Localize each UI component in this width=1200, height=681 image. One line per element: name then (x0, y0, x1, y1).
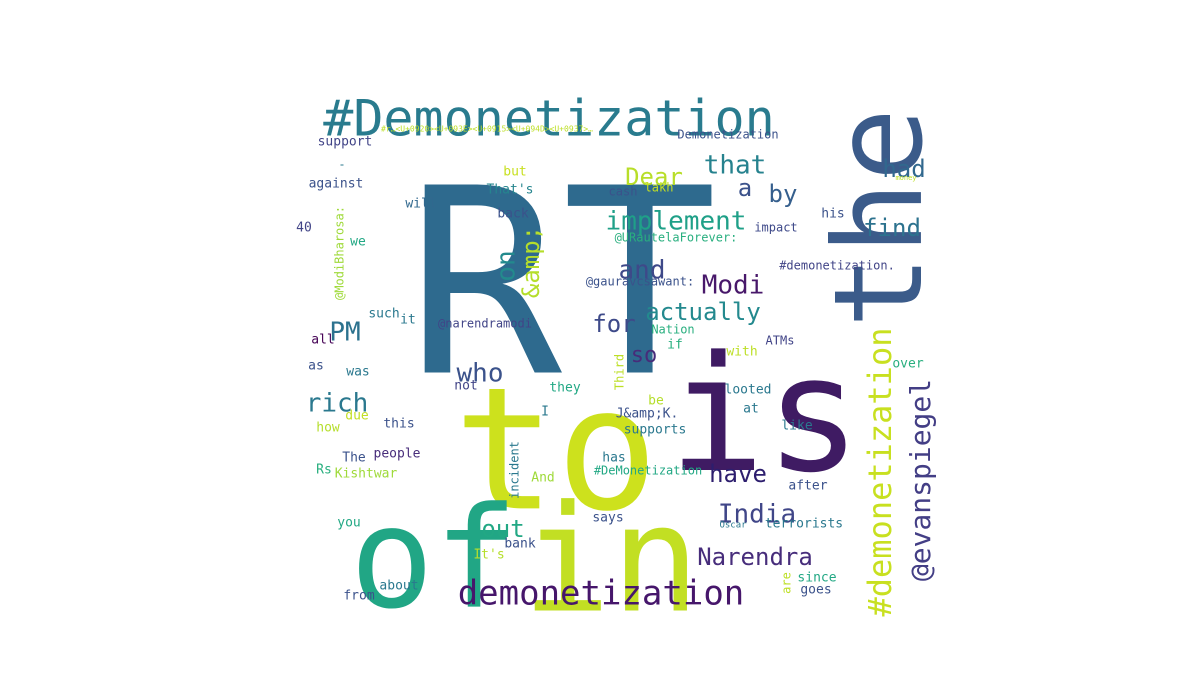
cloud-word-impact: impact (754, 221, 797, 235)
cloud-word-demonetization: #demonetization (861, 328, 899, 617)
cloud-word-are: are (780, 572, 794, 594)
cloud-word-was: was (346, 365, 369, 380)
cloud-word-evanspiegel: @evanspiegel (904, 379, 937, 581)
cloud-word-it-s: It's (473, 548, 504, 563)
cloud-word-such: such (368, 307, 399, 322)
cloud-word-rich: rich (306, 389, 369, 419)
cloud-word-over: over (892, 357, 923, 372)
cloud-word-and: and (619, 256, 666, 286)
cloud-word-had: had (882, 155, 925, 183)
cloud-word-terrorists: terrorists (765, 517, 843, 532)
cloud-word-third: Third (613, 354, 627, 390)
cloud-word-so: so (631, 343, 658, 368)
cloud-word-rs: Rs (316, 463, 332, 478)
cloud-word-the: the (808, 108, 950, 328)
cloud-word-demonetization: #DeMonetization (594, 464, 702, 478)
cloud-word-has: has (602, 451, 625, 466)
cloud-word-dear: Dear (625, 163, 683, 191)
cloud-word-this: this (383, 417, 414, 432)
cloud-word-a: a (738, 174, 752, 202)
cloud-word-narendramodi: @narendramodi (438, 317, 532, 331)
cloud-word-supports: supports (624, 423, 687, 438)
cloud-word-out: out (481, 515, 524, 543)
cloud-word-with: with (726, 345, 757, 360)
cloud-word-the: The (342, 451, 366, 466)
cloud-word-incident: incident (508, 441, 522, 499)
cloud-word-not: not (454, 379, 477, 394)
cloud-word-cash: cash (609, 185, 638, 199)
cloud-word-kishtwar: Kishtwar (335, 467, 398, 482)
cloud-word-india: India (718, 500, 796, 530)
cloud-word-lakh: lakh (645, 181, 674, 195)
cloud-word-is: is (669, 321, 862, 508)
cloud-word-amp: &amp; (517, 226, 545, 298)
cloud-word-about: about (379, 579, 418, 594)
cloud-word-all: all (311, 333, 334, 348)
cloud-word-looted: looted (725, 383, 772, 398)
cloud-word-you: you (337, 516, 360, 531)
cloud-word-modibharosa: @ModiBharosa: (333, 206, 347, 300)
cloud-word-for: for (592, 310, 635, 338)
cloud-word-money: money (895, 174, 916, 182)
cloud-word-to: to (454, 351, 659, 549)
cloud-word-40: 40 (296, 221, 312, 236)
cloud-word-we: we (350, 235, 366, 250)
cloud-word-people: people (374, 447, 421, 462)
cloud-word-due: due (345, 409, 369, 424)
cloud-word-bank: bank (504, 537, 535, 552)
cloud-word-it: it (400, 313, 416, 328)
cloud-word-how: how (316, 421, 340, 436)
cloud-word-pm: PM (329, 318, 360, 348)
cloud-word-at: at (743, 402, 759, 417)
cloud-word-narendra: Narendra (697, 543, 813, 571)
cloud-word-demonetization: demonetization (458, 574, 745, 614)
cloud-word-by: by (769, 180, 798, 208)
cloud-word-support: support (318, 135, 373, 150)
cloud-word-in: in (522, 474, 700, 646)
cloud-word-demonetization: #demonetization. (779, 259, 895, 273)
cloud-word-as: as (308, 359, 324, 374)
cloud-word-that: that (704, 151, 767, 181)
cloud-word-be: be (648, 394, 664, 409)
cloud-word-from: from (343, 589, 374, 604)
cloud-word-urautelaforever: @URautelaForever: (615, 231, 738, 245)
cloud-word-after: after (788, 479, 827, 494)
cloud-word-oscar: Oscar (719, 521, 747, 531)
cloud-word-says: says (592, 511, 623, 526)
cloud-word-dash: - (338, 158, 345, 172)
cloud-word-against: against (309, 177, 364, 192)
cloud-word-will: will (405, 197, 436, 212)
cloud-word-rt: RT (407, 134, 718, 434)
cloud-word-like: like (781, 419, 812, 434)
cloud-word-find: find (863, 214, 921, 242)
cloud-word-have: have (709, 460, 767, 488)
cloud-word-on: on (492, 250, 522, 281)
cloud-word-j-amp-k: J&amp;K. (616, 407, 679, 422)
cloud-word-that-s: That's (487, 183, 534, 198)
cloud-word-demonetization: Demonetization (677, 128, 778, 142)
cloud-word-demonetization: #Demonetization (323, 90, 775, 148)
cloud-word-his: his (821, 207, 844, 222)
cloud-word-nation: Nation (651, 323, 694, 337)
cloud-word-i: I (541, 405, 549, 420)
cloud-word-and: And (531, 471, 554, 486)
cloud-word-if: if (667, 338, 683, 353)
cloud-word-back: back (497, 207, 528, 222)
cloud-word-implement: implement (606, 207, 747, 237)
cloud-word-goes: goes (800, 583, 831, 598)
cloud-word-atms: ATMs (766, 334, 795, 348)
cloud-word-modi: Modi (702, 271, 765, 301)
cloud-word-r-u-0920-u-093e-u-0915-u-094d-u-0937: #r…<U+0920><U+093E><U+0915><U+094D><U+09… (381, 125, 593, 134)
cloud-word-who: who (457, 359, 504, 389)
cloud-word-but: but (503, 165, 526, 180)
cloud-word-they: they (549, 381, 580, 396)
cloud-word-gauravcsawant: @gauravcsawant: (586, 275, 694, 289)
cloud-word-since: since (797, 571, 836, 586)
cloud-word-actually: actually (645, 298, 761, 326)
cloud-word-of: of (350, 478, 519, 641)
